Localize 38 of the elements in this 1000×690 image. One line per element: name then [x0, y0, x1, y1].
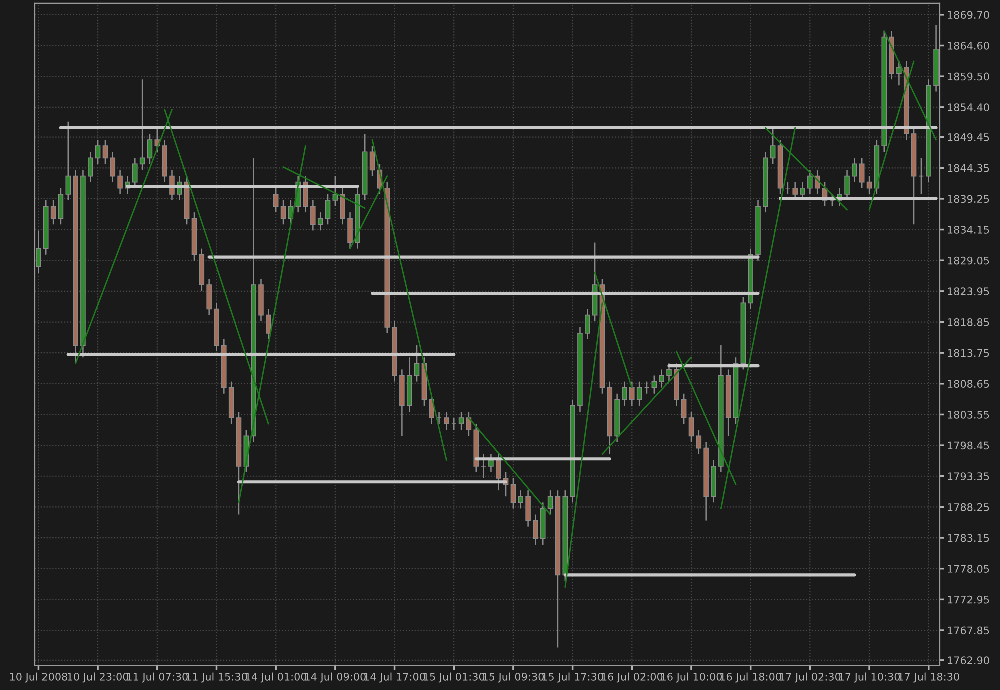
- x-tick-label: 15 Jul 01:30: [424, 672, 485, 683]
- x-tick-label: 11 Jul 07:30: [127, 672, 188, 683]
- y-tick-label: 1834.15: [948, 226, 990, 234]
- y-tick-label: 1864.60: [948, 42, 990, 50]
- y-tick-label: 1762.90: [948, 656, 990, 665]
- y-tick-label: 1808.65: [948, 380, 990, 388]
- y-tick-label: 1772.95: [948, 596, 990, 604]
- y-tick-label: 1798.45: [948, 442, 990, 450]
- y-tick-label: 1767.85: [948, 626, 990, 635]
- y-tick-label: 1839.25: [948, 195, 990, 204]
- x-tick-label: 14 Jul 01:00: [246, 672, 307, 683]
- x-tick-label: 17 Jul 10:30: [839, 672, 900, 683]
- y-tick-label: 1788.25: [948, 503, 990, 512]
- y-tick-label: 1818.85: [948, 318, 990, 326]
- x-tick-label: 14 Jul 17:00: [364, 672, 426, 683]
- y-tick-label: 1778.05: [948, 565, 990, 573]
- y-tick-label: 1849.45: [948, 134, 990, 142]
- x-tick-label: 15 Jul 17:30: [542, 672, 604, 683]
- y-tick-label: 1854.40: [948, 104, 990, 112]
- x-tick-label: 17 Jul 02:30: [780, 672, 841, 683]
- y-tick-label: 1823.95: [948, 288, 990, 296]
- y-tick-label: 1869.70: [948, 11, 990, 20]
- x-tick-label: 10 Jul 23:00: [68, 672, 129, 683]
- x-tick-label: 11 Jul 15:30: [186, 672, 248, 683]
- x-tick-label: 16 Jul 02:00: [602, 672, 663, 683]
- y-tick-label: 1844.35: [948, 164, 990, 172]
- y-tick-label: 1803.55: [948, 410, 990, 419]
- x-tick-label: 16 Jul 10:00: [661, 672, 722, 683]
- x-tick-label: 10 Jul 2008: [10, 672, 68, 683]
- y-tick-label: 1813.75: [948, 349, 990, 358]
- x-tick-label: 15 Jul 09:30: [483, 672, 544, 683]
- y-tick-label: 1793.35: [948, 472, 990, 480]
- y-tick-label: 1859.50: [948, 72, 990, 81]
- x-tick-label: 17 Jul 18:30: [898, 672, 960, 683]
- y-tick-label: 1829.05: [948, 256, 990, 265]
- x-tick-label: 14 Jul 09:00: [305, 672, 366, 683]
- y-tick-label: 1783.15: [948, 534, 990, 542]
- x-tick-label: 16 Jul 18:00: [720, 672, 782, 683]
